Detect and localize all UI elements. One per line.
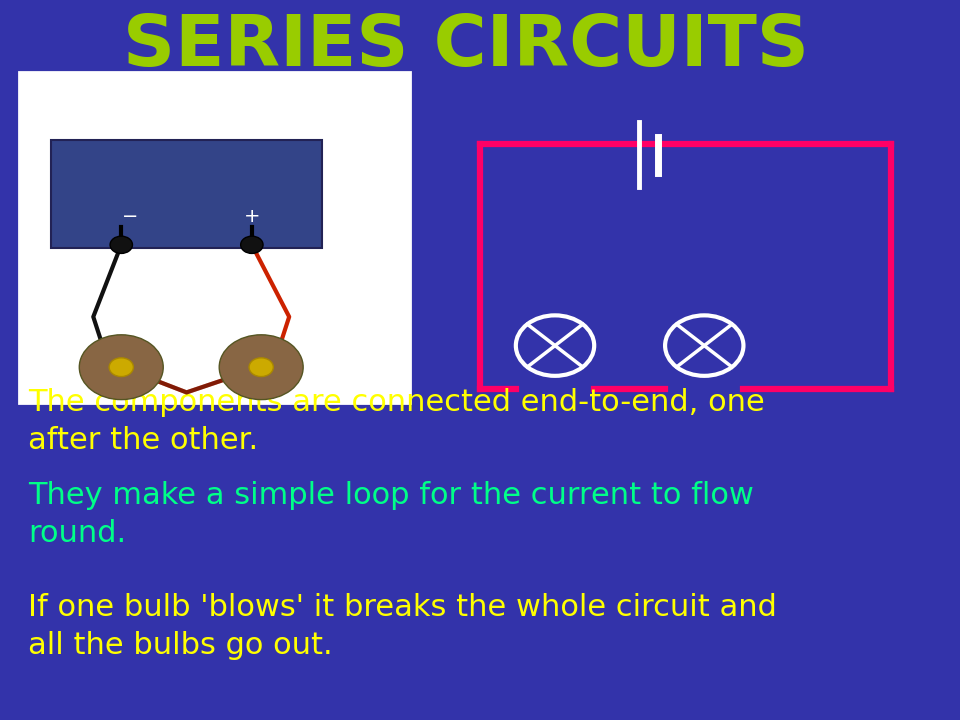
Text: They make a simple loop for the current to flow
round.: They make a simple loop for the current … [28,481,754,549]
Text: SERIES CIRCUITS: SERIES CIRCUITS [124,12,809,81]
Text: The components are connected end-to-end, one
after the other.: The components are connected end-to-end,… [28,387,765,455]
Text: If one bulb 'blows' it breaks the whole circuit and
all the bulbs go out.: If one bulb 'blows' it breaks the whole … [28,593,777,660]
Circle shape [80,335,163,400]
Circle shape [110,236,132,253]
Text: −: − [123,207,139,225]
Circle shape [109,358,133,377]
Text: +: + [244,207,260,225]
Circle shape [219,335,303,400]
Circle shape [249,358,274,377]
FancyBboxPatch shape [18,72,411,403]
Circle shape [241,236,263,253]
FancyBboxPatch shape [51,140,322,248]
